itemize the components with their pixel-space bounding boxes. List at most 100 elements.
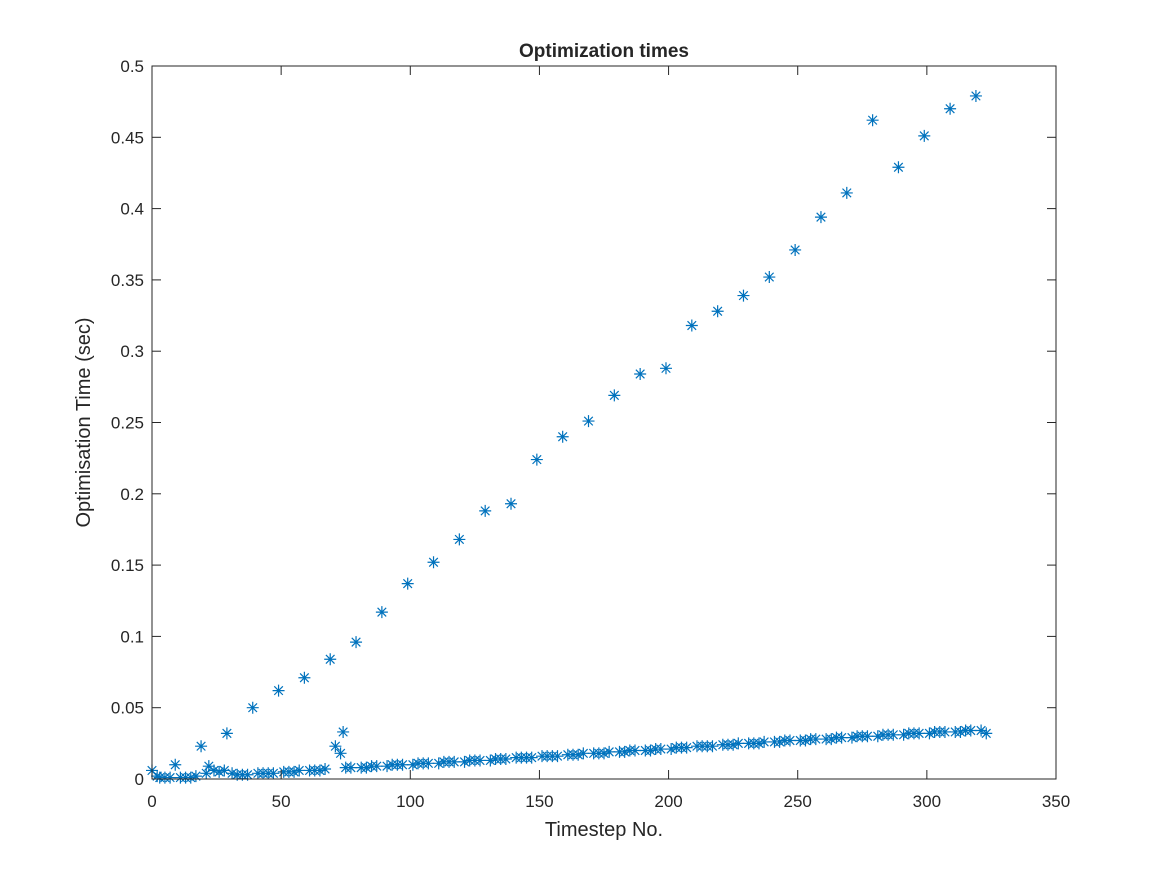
x-tick-label: 300	[913, 792, 941, 811]
data-point	[272, 684, 285, 697]
data-point	[319, 763, 332, 776]
data-point	[375, 606, 388, 619]
data-point	[598, 747, 610, 760]
data-point	[887, 728, 900, 741]
axis-ticks: 0 50 100 150 200 250 300 350 0 0.05 0.1 0.15 0.2 0.25…	[111, 57, 1070, 811]
data-point	[298, 671, 311, 684]
x-axis-label: Timestep No.	[545, 819, 663, 841]
data-point	[964, 724, 977, 737]
data-point	[189, 770, 202, 783]
data-point	[202, 760, 215, 773]
data-point	[360, 761, 373, 774]
data-point	[835, 731, 848, 744]
data-point	[644, 744, 657, 757]
x-tick-label: 50	[272, 792, 291, 811]
data-point	[618, 745, 631, 758]
data-point	[207, 764, 220, 777]
data-point	[628, 744, 641, 757]
data-point	[505, 497, 518, 510]
y-tick-label: 0.35	[111, 271, 144, 290]
data-point	[422, 757, 435, 770]
data-point	[200, 767, 213, 780]
data-point	[913, 727, 926, 740]
data-point	[861, 730, 874, 743]
data-point	[659, 362, 672, 375]
data-point	[845, 731, 858, 744]
data-point	[763, 271, 776, 284]
data-point	[799, 734, 812, 747]
chart-title: Optimization times	[519, 41, 689, 62]
data-point	[758, 735, 771, 748]
data-point	[954, 725, 967, 738]
data-point	[969, 89, 982, 102]
data-point	[432, 757, 445, 770]
data-point	[479, 504, 492, 517]
data-point	[324, 653, 337, 666]
data-point	[980, 727, 993, 740]
data-point	[169, 758, 182, 771]
data-point	[474, 754, 487, 767]
y-tick-label: 0.45	[111, 128, 144, 147]
data-point	[293, 764, 306, 777]
plot-area	[152, 66, 1056, 779]
data-point	[603, 745, 616, 758]
data-point	[458, 755, 471, 768]
x-tick-label: 0	[147, 792, 156, 811]
data-point	[582, 415, 595, 428]
data-point	[634, 368, 647, 381]
data-point	[654, 743, 667, 756]
y-tick-label: 0.5	[120, 57, 144, 76]
data-point	[773, 735, 786, 748]
data-point	[484, 754, 497, 767]
x-tick-label: 150	[525, 792, 553, 811]
data-point	[572, 748, 585, 761]
x-tick-label: 250	[784, 792, 812, 811]
data-point	[923, 727, 936, 740]
data-point	[732, 737, 745, 750]
x-tick-label: 100	[396, 792, 424, 811]
data-point	[871, 730, 884, 743]
data-point	[334, 747, 347, 760]
data-point	[577, 747, 590, 760]
data-point	[329, 740, 342, 753]
y-tick-label: 0.3	[120, 342, 144, 361]
data-point	[525, 751, 538, 764]
data-point	[344, 761, 357, 774]
y-tick-label: 0.1	[120, 627, 144, 646]
data-point	[213, 765, 226, 778]
data-point	[370, 760, 383, 773]
data-point	[680, 741, 693, 754]
data-point	[711, 305, 724, 318]
data-point	[226, 767, 239, 780]
data-point	[551, 750, 564, 763]
data-point	[665, 743, 678, 756]
data-point	[892, 161, 905, 174]
data-point	[918, 129, 931, 142]
data-point	[530, 453, 543, 466]
data-point	[164, 771, 177, 784]
data-point	[448, 755, 461, 768]
data-point	[556, 430, 569, 443]
x-tick-label: 350	[1042, 792, 1070, 811]
data-point	[267, 767, 280, 780]
data-point	[427, 556, 440, 569]
y-tick-label: 0.4	[120, 200, 144, 219]
data-point	[737, 289, 750, 302]
data-point	[825, 733, 838, 746]
data-markers	[146, 89, 993, 784]
y-tick-label: 0.2	[120, 485, 144, 504]
data-point	[809, 733, 822, 746]
data-point	[938, 725, 951, 738]
data-point	[897, 728, 910, 741]
data-point	[396, 758, 409, 771]
data-point	[381, 760, 394, 773]
x-tick-label: 200	[654, 792, 682, 811]
data-point	[195, 740, 208, 753]
y-tick-label: 0	[135, 770, 144, 789]
data-point	[220, 727, 233, 740]
data-point	[401, 577, 414, 590]
data-point	[246, 701, 259, 714]
data-point	[975, 724, 988, 737]
data-point	[499, 753, 512, 766]
